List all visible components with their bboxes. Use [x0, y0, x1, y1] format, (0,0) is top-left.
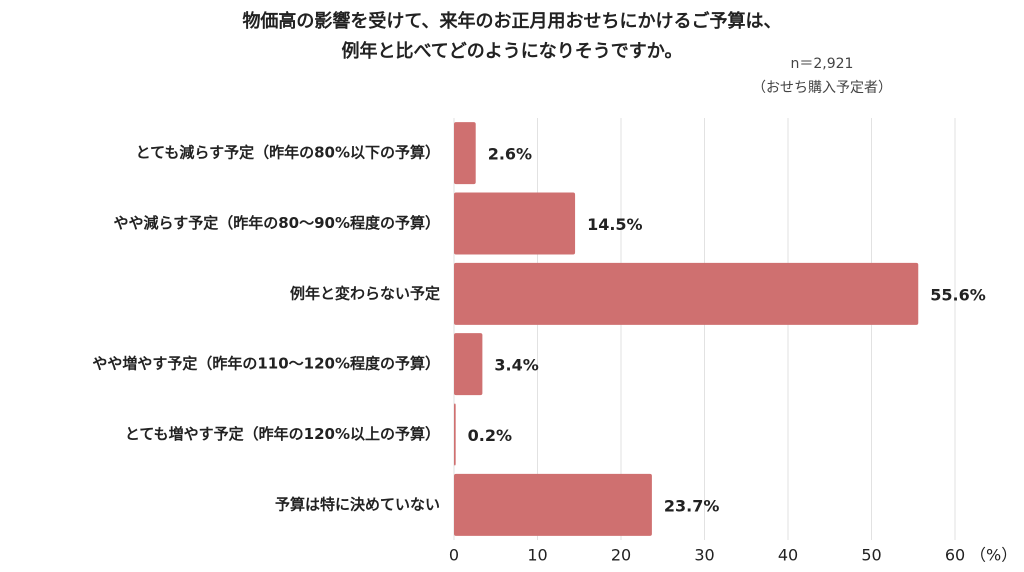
x-tick-label: 20: [611, 546, 631, 565]
x-axis-label: （%）: [970, 546, 1017, 565]
bar: [454, 333, 483, 396]
value-label: 2.6%: [488, 145, 532, 164]
chart-title: 例年と比べてどのようになりそうですか。: [342, 40, 683, 62]
y-tick-label: やや増やす予定（昨年の110～120%程度の予算）: [92, 355, 440, 373]
annotation: n＝2,921: [791, 56, 854, 72]
value-label: 23.7%: [664, 496, 720, 515]
y-tick-label: とても減らす予定（昨年の80%以下の予算）: [136, 144, 440, 162]
value-label: 55.6%: [930, 285, 986, 304]
value-label: 0.2%: [468, 426, 512, 445]
x-tick-label: 10: [527, 546, 547, 565]
bar: [454, 122, 476, 185]
x-tick-label: 0: [449, 546, 459, 565]
bar: [454, 262, 919, 325]
bar: [454, 473, 652, 536]
annotation: （おせち購入予定者）: [752, 80, 892, 96]
x-tick-label: 50: [861, 546, 881, 565]
x-tick-label: 40: [778, 546, 798, 565]
y-tick-label: やや減らす予定（昨年の80～90%程度の予算）: [114, 214, 440, 232]
x-tick-label: 60: [945, 546, 965, 565]
x-tick-label: 30: [694, 546, 714, 565]
y-tick-label: とても増やす予定（昨年の120%以上の予算）: [125, 425, 440, 443]
y-tick-label: 例年と変わらない予定: [290, 284, 440, 302]
bar: [454, 403, 456, 466]
value-label: 3.4%: [494, 356, 538, 375]
value-label: 14.5%: [587, 215, 643, 234]
bar: [454, 192, 576, 255]
y-tick-label: 予算は特に決めていない: [275, 495, 440, 513]
chart-title: 物価高の影響を受けて、来年のお正月用おせちにかけるご予算は、: [242, 10, 781, 32]
